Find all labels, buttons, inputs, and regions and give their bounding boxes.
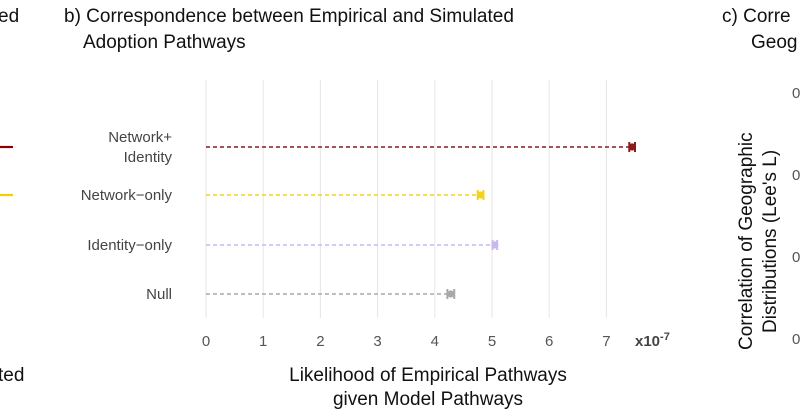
category-labels: Network+ Identity Network−only Identity−onl… (81, 129, 173, 303)
x-tick-label-6: 6 (545, 333, 553, 350)
left-panel-text-bottom: ted (0, 365, 24, 386)
x-axis-title-line2: given Model Pathways (333, 389, 523, 410)
panel-c-tick-3: 0 (792, 249, 800, 266)
category-label-0-line1: Identity (124, 149, 173, 166)
chart-title-line1: b) Correspondence between Empirical and … (64, 6, 514, 27)
x-tick-label-3: 3 (373, 333, 381, 350)
data-marks (206, 142, 636, 299)
x-tick-label-1: 1 (259, 333, 267, 350)
category-label-0-line0: Network+ (108, 129, 172, 146)
x-tick-label-0: 0 (202, 333, 210, 350)
data-point-1 (476, 191, 485, 199)
x-tick-label-2: 2 (316, 333, 324, 350)
panel-c-tick-1: 0 (792, 85, 800, 102)
panel-c-title-line1: c) Corre (722, 6, 791, 27)
category-label-2-line0: Identity−only (87, 237, 172, 254)
x-multiplier-label: x10-7 (635, 331, 670, 350)
panel-c-tick-4: 0 (792, 331, 800, 348)
chart-title-line2: Adoption Pathways (83, 32, 246, 53)
x-tick-label-5: 5 (488, 333, 496, 350)
data-point-0 (628, 143, 636, 151)
x-tick-label-7: 7 (602, 333, 610, 350)
panel-c-tick-2: 0 (792, 167, 800, 184)
x-axis-title-line1: Likelihood of Empirical Pathways (289, 365, 567, 386)
x-tick-label-4: 4 (431, 333, 439, 350)
category-label-3-line0: Null (146, 286, 172, 303)
panel-c-title-line2: Geog (751, 32, 797, 53)
data-point-3 (447, 290, 455, 298)
gridlines (205, 80, 607, 318)
panel-c-y-axis-title-line2: Distributions (Lee's L) (760, 150, 781, 333)
data-point-2 (491, 241, 499, 249)
category-label-1-line0: Network−only (81, 187, 173, 204)
panel-c-y-axis-title-line1: Correlation of Geographic (736, 132, 757, 350)
left-panel-text-top: ed (0, 6, 19, 27)
x-tick-labels: 0 1 2 3 4 5 6 7 (202, 333, 611, 350)
